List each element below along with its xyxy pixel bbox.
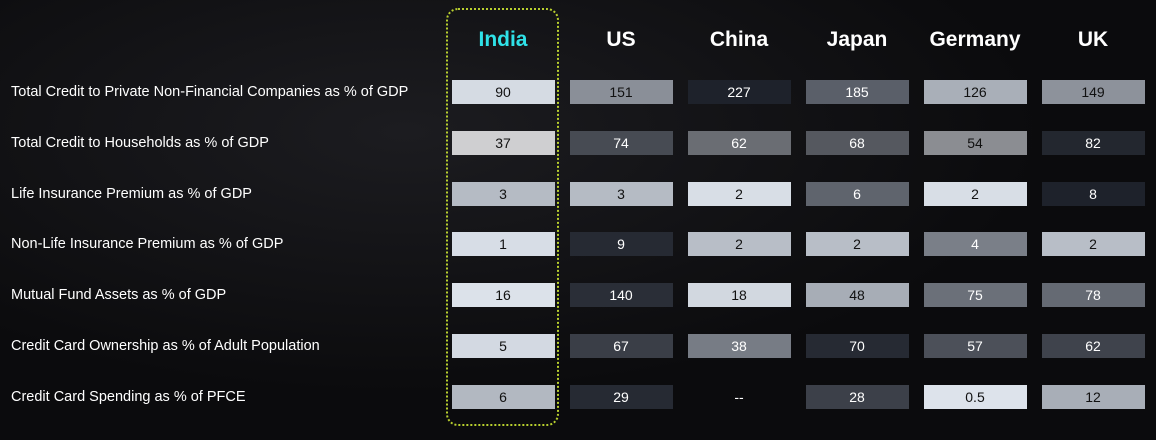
value-cell: 2 bbox=[687, 181, 791, 206]
value-cell: 8 bbox=[1041, 181, 1145, 206]
value-cell: 28 bbox=[805, 384, 909, 409]
value-cell: 185 bbox=[805, 80, 909, 104]
column-header: US bbox=[606, 28, 636, 51]
column-header: UK bbox=[1077, 28, 1109, 51]
value-cell: 18 bbox=[687, 283, 791, 308]
value-cell: 227 bbox=[687, 80, 791, 104]
value-cell: 2 bbox=[687, 232, 791, 257]
value-cell: -- bbox=[734, 388, 744, 405]
value-cell: 2 bbox=[805, 232, 909, 257]
value-cell: 151 bbox=[569, 80, 673, 104]
value-cell: 74 bbox=[569, 130, 673, 155]
value-cell: 62 bbox=[1041, 334, 1145, 358]
row-label: Credit Card Spending as % of PFCE bbox=[11, 388, 246, 405]
value-cell: 37 bbox=[451, 130, 555, 155]
value-cell: 16 bbox=[451, 283, 555, 308]
row-label: Total Credit to Households as % of GDP bbox=[11, 134, 269, 151]
value-cell: 82 bbox=[1041, 130, 1145, 155]
value-cell: 5 bbox=[451, 334, 555, 358]
row-label: Non-Life Insurance Premium as % of GDP bbox=[11, 236, 284, 253]
value-cell: 1 bbox=[451, 232, 555, 257]
column-header: Germany bbox=[929, 28, 1021, 51]
value-cell: 57 bbox=[923, 334, 1027, 358]
value-cell: 90 bbox=[451, 80, 555, 104]
value-cell: 126 bbox=[923, 80, 1027, 104]
row-label: Total Credit to Private Non-Financial Co… bbox=[11, 84, 409, 100]
row-label: Mutual Fund Assets as % of GDP bbox=[11, 287, 227, 304]
value-cell: 12 bbox=[1041, 384, 1145, 409]
value-cell: 62 bbox=[687, 130, 791, 155]
column-header: India bbox=[478, 28, 528, 51]
value-cell: 67 bbox=[569, 334, 673, 358]
value-cell: 2 bbox=[923, 181, 1027, 206]
value-cell: 3 bbox=[451, 181, 555, 206]
value-cell: 149 bbox=[1041, 80, 1145, 104]
value-cell: 0.5 bbox=[923, 384, 1027, 409]
column-header: China bbox=[709, 28, 769, 51]
column-header: Japan bbox=[826, 28, 888, 51]
value-cell: 9 bbox=[569, 232, 673, 257]
row-label: Life Insurance Premium as % of GDP bbox=[11, 185, 252, 202]
value-cell: 29 bbox=[569, 384, 673, 409]
value-cell: 54 bbox=[923, 130, 1027, 155]
value-cell: 140 bbox=[569, 283, 673, 308]
value-cell: 48 bbox=[805, 283, 909, 308]
value-cell: 75 bbox=[923, 283, 1027, 308]
value-cell: 6 bbox=[805, 181, 909, 206]
value-cell: 78 bbox=[1041, 283, 1145, 308]
value-cell: 70 bbox=[805, 334, 909, 358]
value-cell: 68 bbox=[805, 130, 909, 155]
highlight-frame bbox=[446, 8, 559, 426]
value-cell: 38 bbox=[687, 334, 791, 358]
value-cell: 6 bbox=[451, 384, 555, 409]
value-cell: 4 bbox=[923, 232, 1027, 257]
row-label: Credit Card Ownership as % of Adult Popu… bbox=[11, 338, 320, 354]
value-cell: 3 bbox=[569, 181, 673, 206]
value-cell: 2 bbox=[1041, 232, 1145, 257]
